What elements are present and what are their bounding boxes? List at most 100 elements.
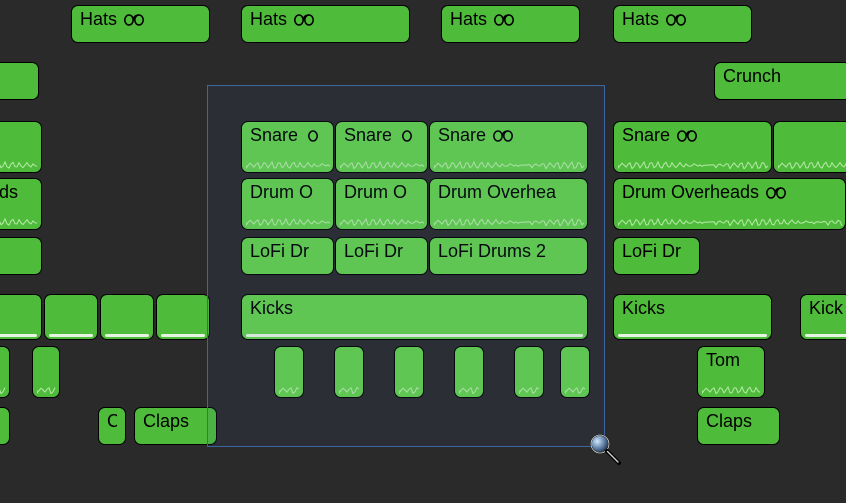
- region-tom-4[interactable]: [454, 346, 484, 398]
- region-label: Claps: [143, 411, 189, 432]
- region-kicks-2[interactable]: Kicks: [613, 294, 772, 340]
- region-label: Snare: [622, 125, 670, 146]
- region-crunch-1[interactable]: Crunch: [714, 62, 846, 100]
- waveform: [519, 386, 541, 394]
- region-tom-2[interactable]: [334, 346, 364, 398]
- track-area[interactable]: Hats Hats Hats Hats ats Crunch Snare: [0, 0, 846, 503]
- region-label: Snare: [250, 125, 297, 146]
- region-snare-3[interactable]: Snare: [429, 121, 588, 173]
- region-label: Snare: [344, 125, 391, 146]
- loop-icon: [665, 13, 687, 27]
- region-label: Claps: [706, 411, 752, 432]
- waveform: [0, 334, 37, 337]
- waveform: [618, 218, 843, 226]
- region-label: Kicks: [622, 298, 665, 319]
- region-over-3[interactable]: Drum Overhea: [429, 178, 588, 230]
- waveform: [778, 161, 846, 169]
- region-label: Drum Overhea: [438, 182, 556, 203]
- region-hats-4[interactable]: Hats: [613, 5, 752, 43]
- region-label: LoFi Dr: [344, 241, 403, 262]
- region-label: Drum Overheads: [622, 182, 759, 203]
- region-label: Crunch: [723, 66, 781, 87]
- region-over-4[interactable]: Drum Overheads: [613, 178, 846, 230]
- loop-icon: [493, 13, 515, 27]
- region-tom-b[interactable]: [32, 346, 60, 398]
- region-lofi-4[interactable]: LoFi Dr: [613, 237, 700, 275]
- waveform: [0, 161, 39, 169]
- region-label: Hats: [450, 9, 487, 30]
- region-lofi-3[interactable]: LoFi Drums 2: [429, 237, 588, 275]
- region-snare-2[interactable]: Snare: [335, 121, 428, 173]
- region-clap-b[interactable]: C: [98, 407, 126, 445]
- loop-icon: [293, 13, 315, 27]
- region-label: heads: [0, 182, 18, 203]
- region-snare-bg-1[interactable]: [0, 121, 42, 173]
- waveform: [246, 334, 583, 337]
- waveform: [340, 218, 425, 226]
- region-hats-2[interactable]: Hats: [241, 5, 410, 43]
- region-hats-3[interactable]: Hats: [441, 5, 580, 43]
- waveform: [49, 334, 93, 337]
- region-tom-a[interactable]: [0, 346, 10, 398]
- region-tom-5[interactable]: [514, 346, 544, 398]
- region-over-2[interactable]: Drum O: [335, 178, 428, 230]
- waveform: [618, 161, 769, 169]
- region-over-1[interactable]: Drum O: [241, 178, 334, 230]
- region-over-head[interactable]: heads: [0, 178, 42, 230]
- region-lofi-1[interactable]: LoFi Dr: [241, 237, 334, 275]
- region-label: Hats: [250, 9, 287, 30]
- waveform: [434, 218, 585, 226]
- region-label: Snare: [438, 125, 486, 146]
- region-label: C: [107, 411, 117, 432]
- waveform: [105, 334, 149, 337]
- region-label: Kicks: [250, 298, 293, 319]
- waveform: [805, 334, 846, 337]
- waveform: [0, 386, 7, 394]
- zoom-cursor-icon: [588, 432, 622, 466]
- loop-icon: [303, 129, 325, 143]
- region-snare-tail[interactable]: [773, 121, 846, 173]
- loop-icon: [676, 129, 698, 143]
- waveform: [279, 386, 301, 394]
- region-snare-4[interactable]: Snare: [613, 121, 772, 173]
- waveform: [565, 386, 587, 394]
- region-label: LoFi Dr: [622, 241, 681, 262]
- waveform: [340, 161, 425, 169]
- region-clap-a[interactable]: [0, 407, 10, 445]
- loop-icon: [397, 129, 419, 143]
- waveform: [399, 386, 421, 394]
- region-tom-1[interactable]: [274, 346, 304, 398]
- region-kicks-1[interactable]: Kicks: [241, 294, 588, 340]
- region-lofi-head[interactable]: s 2: [0, 237, 42, 275]
- loop-icon: [765, 186, 787, 200]
- region-clap-1[interactable]: Claps: [134, 407, 217, 445]
- region-hats-1[interactable]: Hats: [71, 5, 210, 43]
- region-lofi-2[interactable]: LoFi Dr: [335, 237, 428, 275]
- waveform: [459, 386, 481, 394]
- region-label: Hats: [80, 9, 117, 30]
- waveform: [0, 218, 39, 226]
- region-clap-2[interactable]: Claps: [697, 407, 780, 445]
- region-label: Hats: [622, 9, 659, 30]
- region-kicks-3[interactable]: Kick: [800, 294, 846, 340]
- region-kicks-seg-c[interactable]: [156, 294, 210, 340]
- region-tom-lbl[interactable]: Tom: [697, 346, 765, 398]
- region-kicks-seg-b[interactable]: [100, 294, 154, 340]
- waveform: [702, 386, 762, 394]
- waveform: [37, 386, 57, 394]
- waveform: [339, 386, 361, 394]
- region-kicks-seg-a[interactable]: [44, 294, 98, 340]
- region-label: Kick: [809, 298, 843, 319]
- region-label: LoFi Dr: [250, 241, 309, 262]
- region-ats-1[interactable]: ats: [0, 62, 39, 100]
- waveform: [618, 334, 767, 337]
- waveform: [246, 218, 331, 226]
- region-snare-1[interactable]: Snare: [241, 121, 334, 173]
- region-tom-3[interactable]: [394, 346, 424, 398]
- region-label: LoFi Drums 2: [438, 241, 546, 262]
- region-tom-6[interactable]: [560, 346, 590, 398]
- waveform: [246, 161, 331, 169]
- region-label: Drum O: [250, 182, 313, 203]
- region-kicks-head[interactable]: [0, 294, 42, 340]
- loop-icon: [492, 129, 514, 143]
